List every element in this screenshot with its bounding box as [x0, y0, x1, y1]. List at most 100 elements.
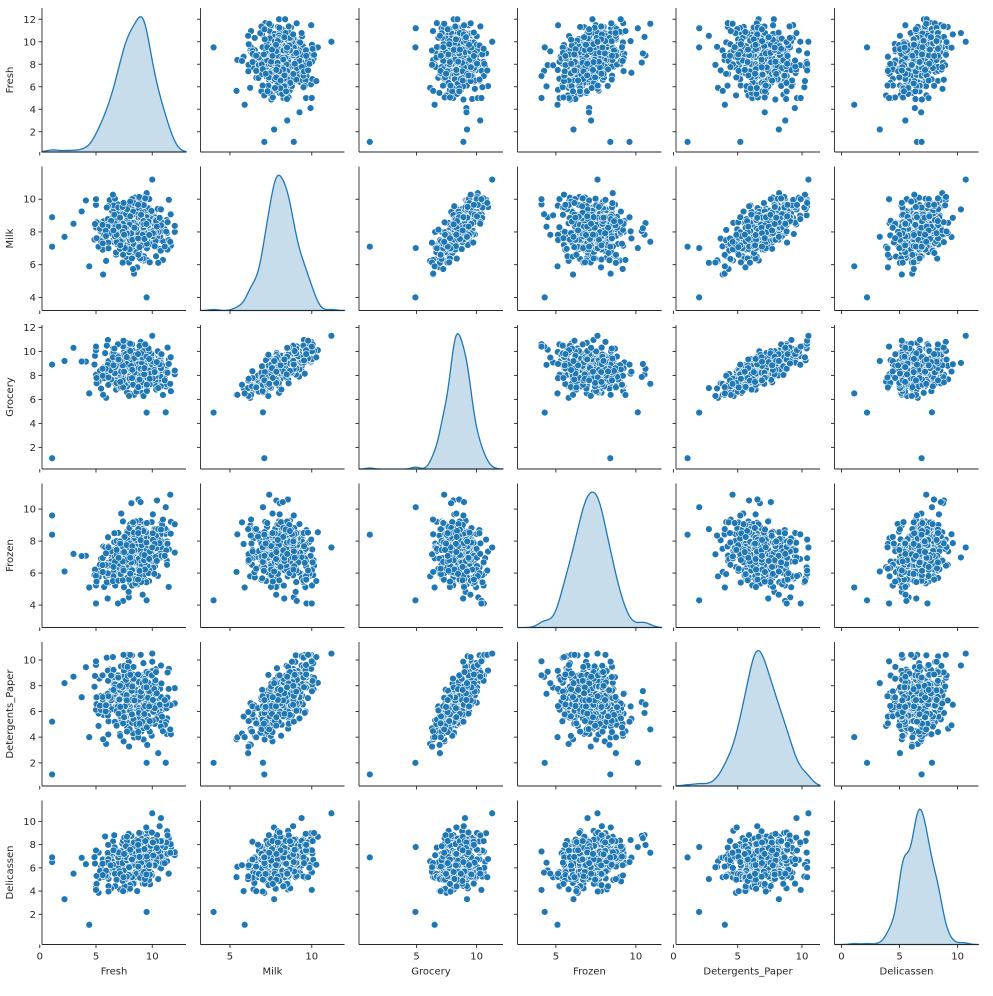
- scatter-point: [744, 222, 753, 231]
- scatter-point: [553, 101, 562, 109]
- scatter-point: [150, 242, 159, 250]
- scatter-point: [612, 251, 620, 259]
- scatter-point: [263, 87, 272, 95]
- scatter-point: [142, 220, 151, 228]
- scatter-point: [597, 22, 605, 31]
- scatter-point: [283, 43, 291, 52]
- scatter-point: [646, 20, 654, 28]
- scatter-point: [863, 43, 871, 52]
- scatter-point: [440, 20, 448, 28]
- scatter-point: [617, 15, 625, 23]
- scatter-point: [767, 195, 775, 203]
- scatter-point: [98, 221, 107, 229]
- scatter-point: [711, 61, 720, 69]
- scatter-point: [141, 340, 149, 349]
- scatter-point: [949, 214, 957, 222]
- scatter-point: [910, 265, 918, 273]
- scatter-point: [626, 37, 635, 45]
- scatter-point: [736, 138, 744, 146]
- scatter-point: [430, 262, 439, 271]
- scatter-point: [451, 22, 459, 31]
- scatter-point: [114, 355, 123, 364]
- scatter-point: [148, 332, 156, 340]
- scatter-point: [938, 63, 947, 71]
- scatter-point: [876, 233, 884, 241]
- scatter-point: [450, 220, 458, 229]
- scatter-point: [932, 229, 941, 237]
- scatter-point: [453, 254, 461, 263]
- scatter-point: [570, 243, 578, 251]
- scatter-point: [458, 76, 467, 85]
- scatter-point: [134, 251, 142, 259]
- scatter-point: [473, 212, 481, 221]
- scatter-point: [611, 29, 620, 37]
- scatter-point: [770, 43, 779, 52]
- scatter-point: [470, 28, 478, 37]
- scatter-point: [571, 213, 580, 222]
- scatter-point: [734, 67, 743, 75]
- scatter-point: [103, 341, 111, 350]
- scatter-point: [597, 263, 605, 272]
- scatter-point: [791, 104, 799, 112]
- scatter-point: [940, 76, 948, 84]
- scatter-point: [436, 32, 444, 40]
- scatter-point: [746, 84, 755, 93]
- scatter-point: [734, 251, 743, 259]
- scatter-point: [683, 242, 692, 251]
- scatter-point: [488, 175, 496, 184]
- scatter-point: [781, 220, 789, 228]
- y-tick-label: 8: [30, 227, 36, 238]
- scatter-point: [619, 67, 628, 75]
- scatter-point: [782, 87, 791, 96]
- scatter-point: [942, 38, 951, 46]
- scatter-point: [265, 20, 273, 28]
- kde-curve-Milk: [199, 174, 346, 312]
- scatter-point: [604, 82, 612, 90]
- scatter-point: [962, 175, 970, 184]
- scatter-point: [366, 242, 374, 251]
- scatter-point: [289, 70, 298, 78]
- scatter-point: [542, 82, 551, 91]
- scatter-point: [758, 70, 767, 79]
- scatter-point: [268, 45, 276, 54]
- scatter-point: [540, 210, 548, 218]
- scatter-point: [898, 66, 906, 75]
- scatter-point: [549, 61, 557, 69]
- y-tick-label: 10: [23, 195, 36, 206]
- scatter-point: [477, 94, 486, 102]
- scatter-point: [429, 87, 437, 95]
- scatter-point: [412, 244, 420, 252]
- scatter-point: [891, 234, 899, 242]
- scatter-point: [456, 45, 464, 54]
- scatter-point: [442, 70, 450, 78]
- scatter-point: [949, 30, 957, 39]
- scatter-point: [308, 94, 316, 102]
- scatter-point: [60, 233, 69, 241]
- scatter-point: [942, 227, 951, 236]
- panel-Fresh-vs-Frozen: [514, 8, 662, 156]
- scatter-point: [589, 58, 598, 66]
- scatter-point: [768, 245, 776, 253]
- panel-Fresh-vs-Detergents_Paper: [672, 8, 820, 156]
- scatter-point: [597, 70, 606, 78]
- scatter-point: [366, 138, 374, 146]
- scatter-point: [774, 28, 783, 37]
- scatter-point: [941, 201, 949, 210]
- scatter-point: [569, 87, 577, 95]
- scatter-point: [801, 77, 809, 85]
- scatter-point: [884, 53, 892, 61]
- scatter-point: [483, 199, 491, 207]
- scatter-point: [771, 57, 780, 66]
- scatter-point: [48, 360, 56, 369]
- y-tick-label: 12: [23, 323, 36, 334]
- scatter-point: [900, 87, 908, 95]
- scatter-point: [593, 175, 602, 184]
- y-tick-label: 2: [30, 443, 36, 454]
- scatter-point: [166, 380, 174, 388]
- scatter-point: [934, 45, 942, 53]
- scatter-point: [908, 61, 916, 69]
- scatter-point: [292, 75, 300, 84]
- scatter-point: [898, 270, 906, 279]
- scatter-point: [292, 49, 300, 57]
